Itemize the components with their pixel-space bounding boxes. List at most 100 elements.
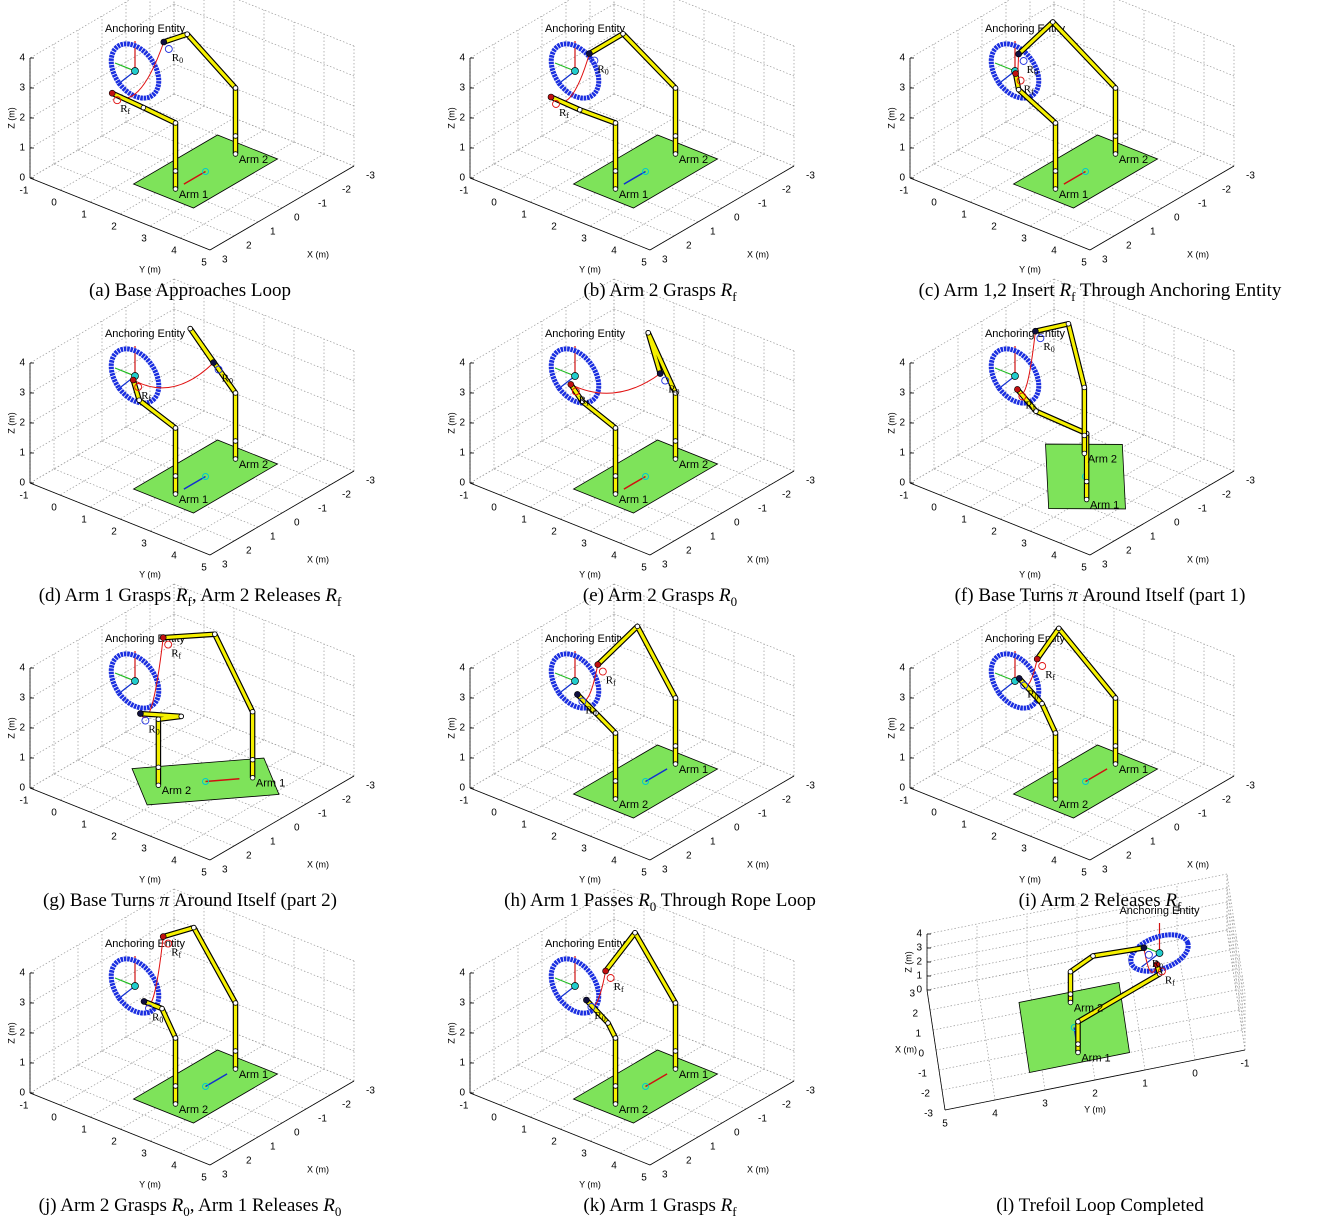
caption-subscript: f (1177, 899, 1181, 914)
arm-joint (673, 1001, 678, 1006)
arm-joint (185, 32, 190, 37)
arm-joint (1068, 992, 1073, 997)
z-tick-label: 3 (459, 83, 465, 94)
gripper (1141, 945, 1147, 951)
x-tick-label: 1 (710, 227, 716, 238)
rope-end-subscript: f (613, 678, 616, 687)
caption-math: R (1165, 890, 1177, 911)
z-axis-title: Z (m) (6, 107, 16, 129)
y-tick-label: 5 (641, 868, 647, 879)
panel: 01234-1012345-3-2-10123Z (m)Y (m)X (m)An… (6, 584, 375, 884)
gripper (548, 94, 554, 100)
ring-center (572, 678, 579, 685)
z-tick-label: 0 (899, 478, 905, 489)
gripper (586, 51, 592, 57)
arm-joint (156, 765, 161, 770)
x-tick-label: 0 (734, 823, 740, 834)
x-tick-label: 2 (686, 241, 692, 252)
z-tick-label: 4 (899, 53, 905, 64)
x-tick-label: 2 (246, 851, 252, 862)
x-axis-title: X (m) (1187, 554, 1209, 564)
gripper (657, 371, 663, 377)
x-tick-label: -3 (924, 1109, 933, 1120)
x-axis-title: X (m) (895, 1044, 917, 1054)
anchoring-label: Anchoring Entity (545, 633, 626, 645)
caption-text: Around Itself (part 1) (1078, 585, 1246, 606)
z-tick-label: 2 (899, 723, 905, 734)
z-tick-label: 3 (899, 693, 905, 704)
y-tick-label: 3 (141, 539, 147, 550)
y-tick-label: -1 (20, 796, 29, 807)
panel: 01234-1012345-3-2-10123Z (m)Y (m)X (m)An… (446, 279, 815, 579)
x-tick-label: 2 (246, 546, 252, 557)
rope-end-label: Rf (1165, 974, 1175, 987)
arm-joint (1053, 187, 1058, 192)
arm-joint (1053, 169, 1058, 174)
caption-subscript: 0 (335, 1204, 342, 1219)
arm-joint (1068, 969, 1073, 974)
gripper (211, 360, 217, 366)
caption: (a) Base Approaches Loop (0, 280, 410, 302)
arm-joint (233, 1001, 238, 1006)
z-tick-label: 1 (459, 753, 465, 764)
y-tick-label: 3 (581, 1149, 587, 1160)
page: {"axes": {"xlabel": "X (m)", "ylabel": "… (0, 0, 1322, 1219)
z-tick-label: 3 (459, 693, 465, 704)
caption-math: R (325, 585, 337, 606)
x-tick-label: -1 (1198, 809, 1207, 820)
arm-joint (1113, 86, 1118, 91)
arm-joint (613, 426, 618, 431)
rope-end-subscript: 0 (605, 67, 609, 76)
y-axis-title: Y (m) (139, 874, 161, 884)
y-tick-label: 5 (641, 258, 647, 269)
panel: 01234-1012345-3-2-10123Z (m)Y (m)X (m)An… (446, 0, 815, 274)
y-axis-title: Y (m) (579, 1179, 601, 1189)
arm-joint (213, 632, 218, 637)
anchoring-label: Anchoring Entity (105, 23, 186, 35)
x-tick-label: 1 (1150, 532, 1156, 543)
y-tick-label: 0 (491, 1113, 497, 1124)
x-axis-title: X (m) (747, 859, 769, 869)
rope-end-label: Rf (171, 647, 181, 660)
x-tick-label: -1 (318, 809, 327, 820)
arm-joint (1113, 696, 1118, 701)
arm-joint (613, 779, 618, 784)
x-tick-label: 1 (1150, 837, 1156, 848)
caption-text: (k) Arm 1 Grasps (583, 1195, 720, 1216)
z-axis-title: Z (m) (6, 412, 16, 434)
y-axis-title: Y (m) (139, 569, 161, 579)
z-tick-label: 4 (19, 358, 25, 369)
arm-link (589, 34, 675, 154)
y-tick-label: 5 (201, 868, 207, 879)
y-tick-label: 3 (1021, 539, 1027, 550)
rope-end-subscript: 0 (229, 376, 233, 385)
arm-joint (156, 717, 161, 722)
rope-end-subscript: 0 (1051, 345, 1055, 354)
y-tick-label: -1 (460, 796, 469, 807)
z-tick-label: 3 (19, 83, 25, 94)
z-tick-label: 1 (459, 1058, 465, 1069)
arm-label: Arm 2 (179, 1104, 208, 1116)
x-tick-label: 0 (734, 1128, 740, 1139)
y-tick-label: 4 (171, 856, 177, 867)
panel: 01234-1012345-3-2-10123Z (m)Y (m)X (m)An… (6, 279, 375, 579)
x-axis-title: X (m) (307, 1164, 329, 1174)
rope-end-label: R0 (597, 63, 608, 76)
arm-joint (1084, 497, 1089, 502)
grid-line (1054, 4, 1234, 76)
x-tick-label: -1 (1198, 199, 1207, 210)
x-tick-label: -2 (1222, 795, 1231, 806)
x-tick-label: 2 (246, 241, 252, 252)
z-tick-label: 0 (19, 478, 25, 489)
z-axis-title: Z (m) (886, 717, 896, 739)
y-axis-title: Y (m) (1019, 569, 1041, 579)
arm-joint (1082, 433, 1087, 438)
arm-link (648, 333, 675, 459)
z-tick-label: 2 (19, 1028, 25, 1039)
grid-line (614, 4, 794, 76)
caption-text: (d) Arm 1 Grasps (39, 585, 176, 606)
z-axis-title: Z (m) (446, 412, 456, 434)
y-tick-label: 2 (991, 527, 997, 538)
arm-joint (635, 624, 640, 629)
